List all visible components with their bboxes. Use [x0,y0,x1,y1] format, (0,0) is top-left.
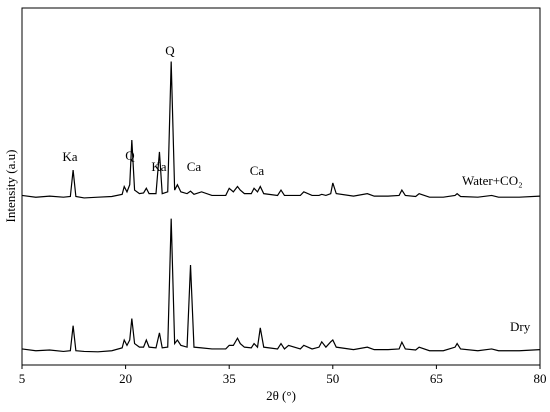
y-axis-label: Intensity (a.u) [3,150,18,223]
plot-frame [21,7,541,366]
x-tick-label: 80 [534,371,547,386]
x-tick-label: 35 [223,371,236,386]
x-tick-label: 65 [430,371,443,386]
series-label: Water+CO₂ [462,173,523,188]
x-tick-label: 50 [326,371,339,386]
series-line [21,61,541,199]
series-label: Dry [510,319,531,334]
peak-annotation: Q [125,148,135,163]
peak-annotation: Ca [250,163,265,178]
peak-annotation: Ka [62,149,77,164]
peak-annotation: Ca [187,159,202,174]
x-tick-label: 20 [119,371,132,386]
series-line [21,218,541,353]
peak-annotation: Q [165,43,175,58]
peak-annotation: Ka [151,159,166,174]
x-tick-label: 5 [19,371,26,386]
x-axis-label: 2θ (°) [266,388,296,403]
